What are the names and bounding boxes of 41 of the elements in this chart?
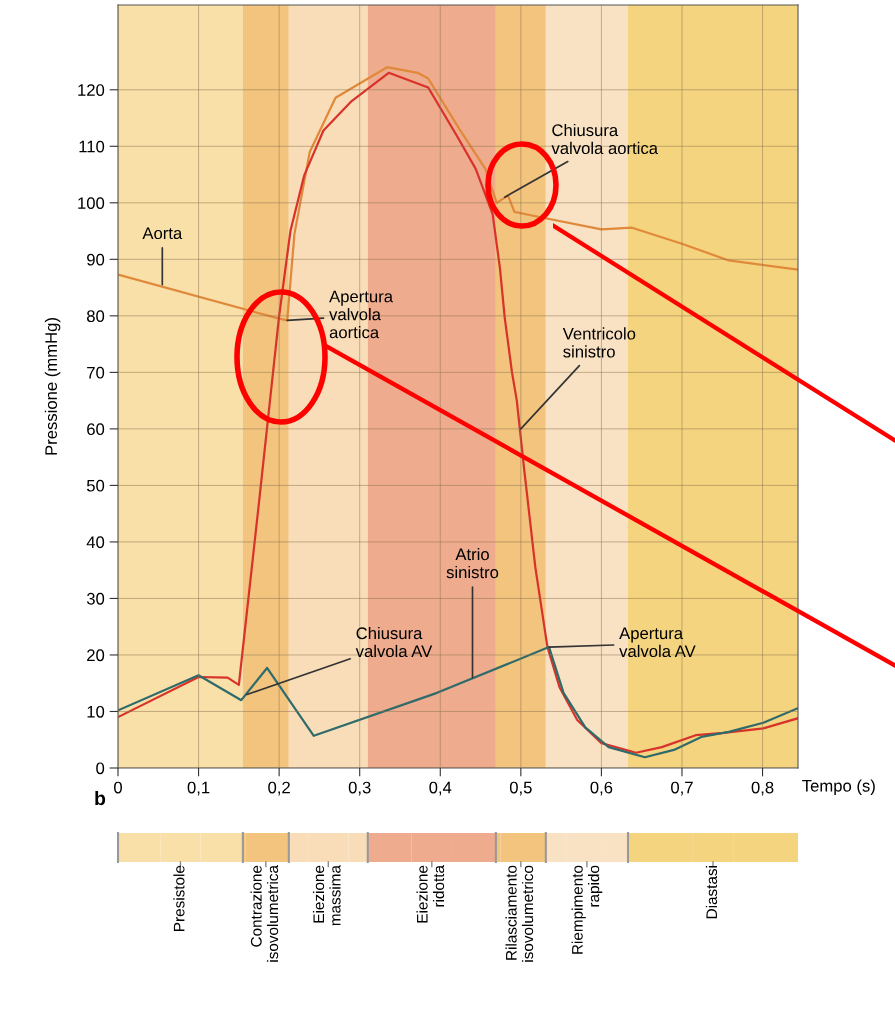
line-series	[118, 66, 798, 322]
x-tick-label: 0,5	[509, 781, 532, 796]
y-tick-label: 20	[87, 649, 105, 662]
legend-label: Riempimento rapido	[571, 865, 603, 954]
x-tick-label: 0,2	[268, 781, 290, 796]
y-tick-label: 110	[79, 140, 105, 153]
legend-label: Eiezione ridotta	[416, 865, 445, 923]
x-axis-title: Tempo (s)	[802, 779, 875, 795]
y-tick-label: 100	[78, 197, 105, 210]
y-tick-label: 40	[86, 536, 105, 549]
legend-label: Contrazione isovolumetrica	[250, 865, 279, 962]
annotation: Aorta	[142, 227, 183, 240]
text: b	[95, 790, 106, 806]
legend-label: Presistole	[173, 865, 185, 931]
line-series	[118, 71, 798, 754]
annotation: Ventricolo sinistro	[562, 327, 636, 358]
annotation: Apertura valvola aortica	[329, 290, 394, 339]
legend-label: Diastasi	[705, 866, 718, 919]
line-series	[118, 645, 798, 759]
y-tick-label: 120	[78, 84, 105, 96]
annotation: Chiusura valvola aortica	[551, 123, 658, 155]
y-axis-title: Pressione (mmHg)	[44, 318, 61, 455]
annotation: Atrio sinistro	[446, 548, 499, 579]
y-tick-label: 0	[96, 762, 105, 775]
annotation: Apertura valvola AV	[619, 627, 696, 658]
y-tick-label: 10	[87, 705, 105, 718]
y-tick-label: 70	[87, 366, 105, 379]
y-tick-label: 80	[86, 310, 105, 323]
x-tick-label: 0,8	[751, 781, 774, 796]
legend-label: Rilasciamento isovolumetrico	[505, 865, 534, 962]
x-tick-label: 0,7	[671, 781, 693, 796]
annotation: Chiusura valvola AV	[355, 626, 433, 658]
y-tick-label: 50	[86, 479, 105, 492]
y-tick-label: 30	[86, 592, 105, 605]
x-tick-label: 0,1	[187, 781, 210, 796]
x-tick-label: 0	[114, 781, 122, 794]
x-tick-label: 0,6	[590, 781, 613, 796]
x-tick-label: 0,3	[348, 781, 371, 796]
y-tick-label: 60	[87, 423, 105, 436]
x-tick-label: 0,4	[429, 781, 452, 796]
y-tick-label: 90	[87, 253, 105, 266]
